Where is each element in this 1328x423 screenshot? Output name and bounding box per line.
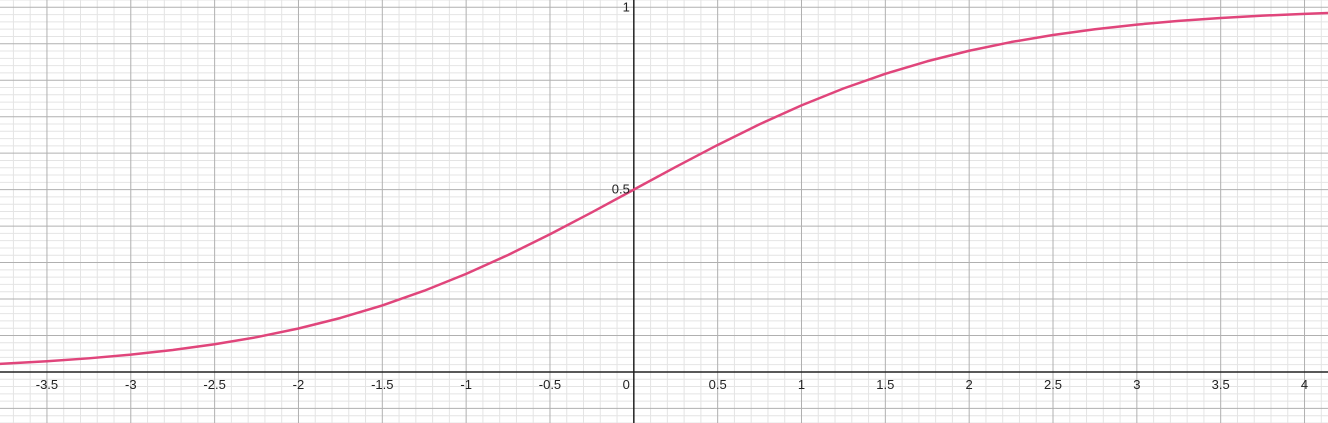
x-tick-label: -3.5	[36, 377, 58, 392]
tick-labels: -3.5 -3 -2.5 -2 -1.5 -1 -0.5 0 0.5 1 1.5 2 2.5 3 3.5 4 0…	[36, 0, 1308, 392]
x-tick-label: 0.5	[709, 377, 727, 392]
x-tick-label: 3	[1133, 377, 1140, 392]
x-tick-label: 4	[1301, 377, 1308, 392]
x-tick-label: 1	[798, 377, 805, 392]
series-layer	[0, 11, 1328, 366]
x-tick-label: -1	[460, 377, 472, 392]
x-tick-label: -1.5	[371, 377, 393, 392]
x-tick-label: 2	[966, 377, 973, 392]
y-tick-label: 1	[623, 0, 630, 14]
x-tick-label: -3	[125, 377, 137, 392]
x-tick-label: 0	[623, 377, 630, 392]
x-tick-label: -0.5	[539, 377, 561, 392]
series-line-0	[0, 11, 1328, 366]
x-tick-label: 3.5	[1212, 377, 1230, 392]
x-tick-label: -2	[293, 377, 305, 392]
x-tick-label: 1.5	[876, 377, 894, 392]
y-tick-label: 0.5	[612, 182, 630, 197]
x-tick-label: 2.5	[1044, 377, 1062, 392]
x-tick-label: -2.5	[203, 377, 225, 392]
